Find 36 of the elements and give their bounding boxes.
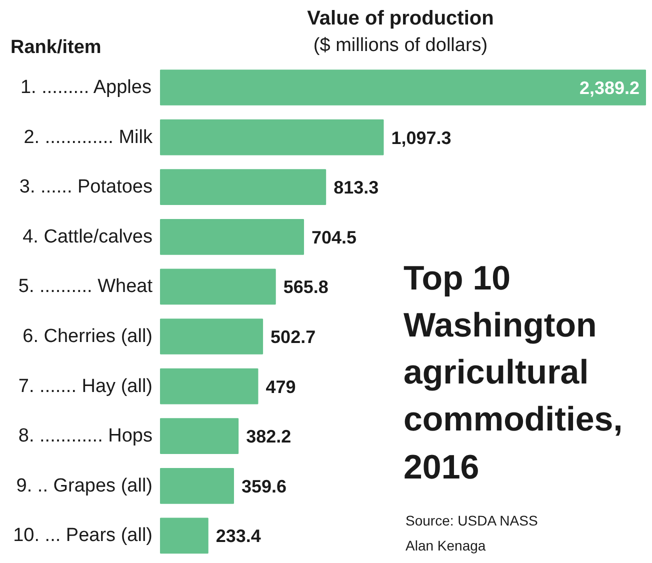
y-tick-label: 8. ............ Hops (18, 426, 153, 447)
data-label: 359.6 (242, 476, 287, 496)
data-label: 233.4 (216, 526, 261, 546)
bar (160, 518, 208, 554)
data-label: 502.7 (270, 327, 316, 347)
bar (160, 318, 264, 354)
y-tick-label: 7. ....... Hay (all) (18, 376, 153, 397)
bar (160, 468, 234, 504)
data-label: 2,389.2 (579, 78, 640, 98)
data-label: 479 (266, 376, 296, 397)
y-tick-label: 3. ...... Potatoes (19, 176, 153, 198)
data-label: 382.2 (246, 426, 292, 447)
bar (160, 418, 239, 454)
chart-subtitle: ($ millions of dollars) (313, 35, 488, 56)
y-tick-label: 5. .......... Wheat (18, 276, 154, 298)
annotation: Alan Kenaga (406, 538, 486, 554)
y-tick-label: 6. Cherries (all) (22, 326, 153, 347)
y-tick-label: 1. ......... Apples (20, 77, 152, 98)
text: Top 10 Washington agricultural commodities, 2016 (404, 260, 623, 486)
data-label: 813.3 (334, 178, 379, 198)
y-tick-label: 10. ... Pears (all) (13, 525, 153, 546)
y-axis-title: Rank/item (10, 37, 102, 58)
y-tick-label: 2. ............. Milk (24, 126, 153, 148)
bar (160, 169, 326, 206)
data-label: 1,097.3 (391, 128, 452, 148)
y-tick-label: 9. .. Grapes (all) (16, 475, 153, 496)
bar (160, 368, 258, 404)
data-label: 704.5 (312, 227, 357, 248)
bar (160, 218, 304, 255)
annotation: Source: USDA NASS (406, 512, 538, 528)
bar (160, 119, 384, 156)
y-tick-label: 4. Cattle/calves (22, 226, 153, 248)
x-axis-title: Value of production (307, 8, 494, 30)
bar (160, 268, 276, 305)
bar (160, 70, 646, 106)
data-label: 565.8 (283, 277, 328, 298)
